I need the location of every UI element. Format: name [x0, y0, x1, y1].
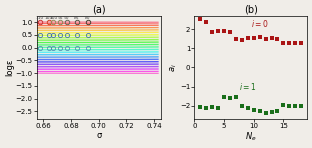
Text: 103: 103: [45, 16, 53, 20]
Y-axis label: logε: logε: [5, 59, 14, 76]
Text: 85: 85: [74, 16, 80, 20]
Text: 100: 100: [49, 16, 57, 20]
Text: 110: 110: [36, 16, 44, 20]
Text: 80: 80: [85, 16, 90, 20]
X-axis label: $N_e$: $N_e$: [245, 131, 256, 143]
Text: $i=1$: $i=1$: [239, 81, 256, 92]
Text: $i=0$: $i=0$: [251, 18, 269, 29]
X-axis label: σ: σ: [96, 131, 101, 140]
Text: 90: 90: [64, 16, 70, 20]
Title: (b): (b): [244, 5, 258, 15]
Y-axis label: $a_i$: $a_i$: [168, 63, 178, 72]
Title: (a): (a): [92, 5, 106, 15]
Text: 95: 95: [57, 16, 63, 20]
